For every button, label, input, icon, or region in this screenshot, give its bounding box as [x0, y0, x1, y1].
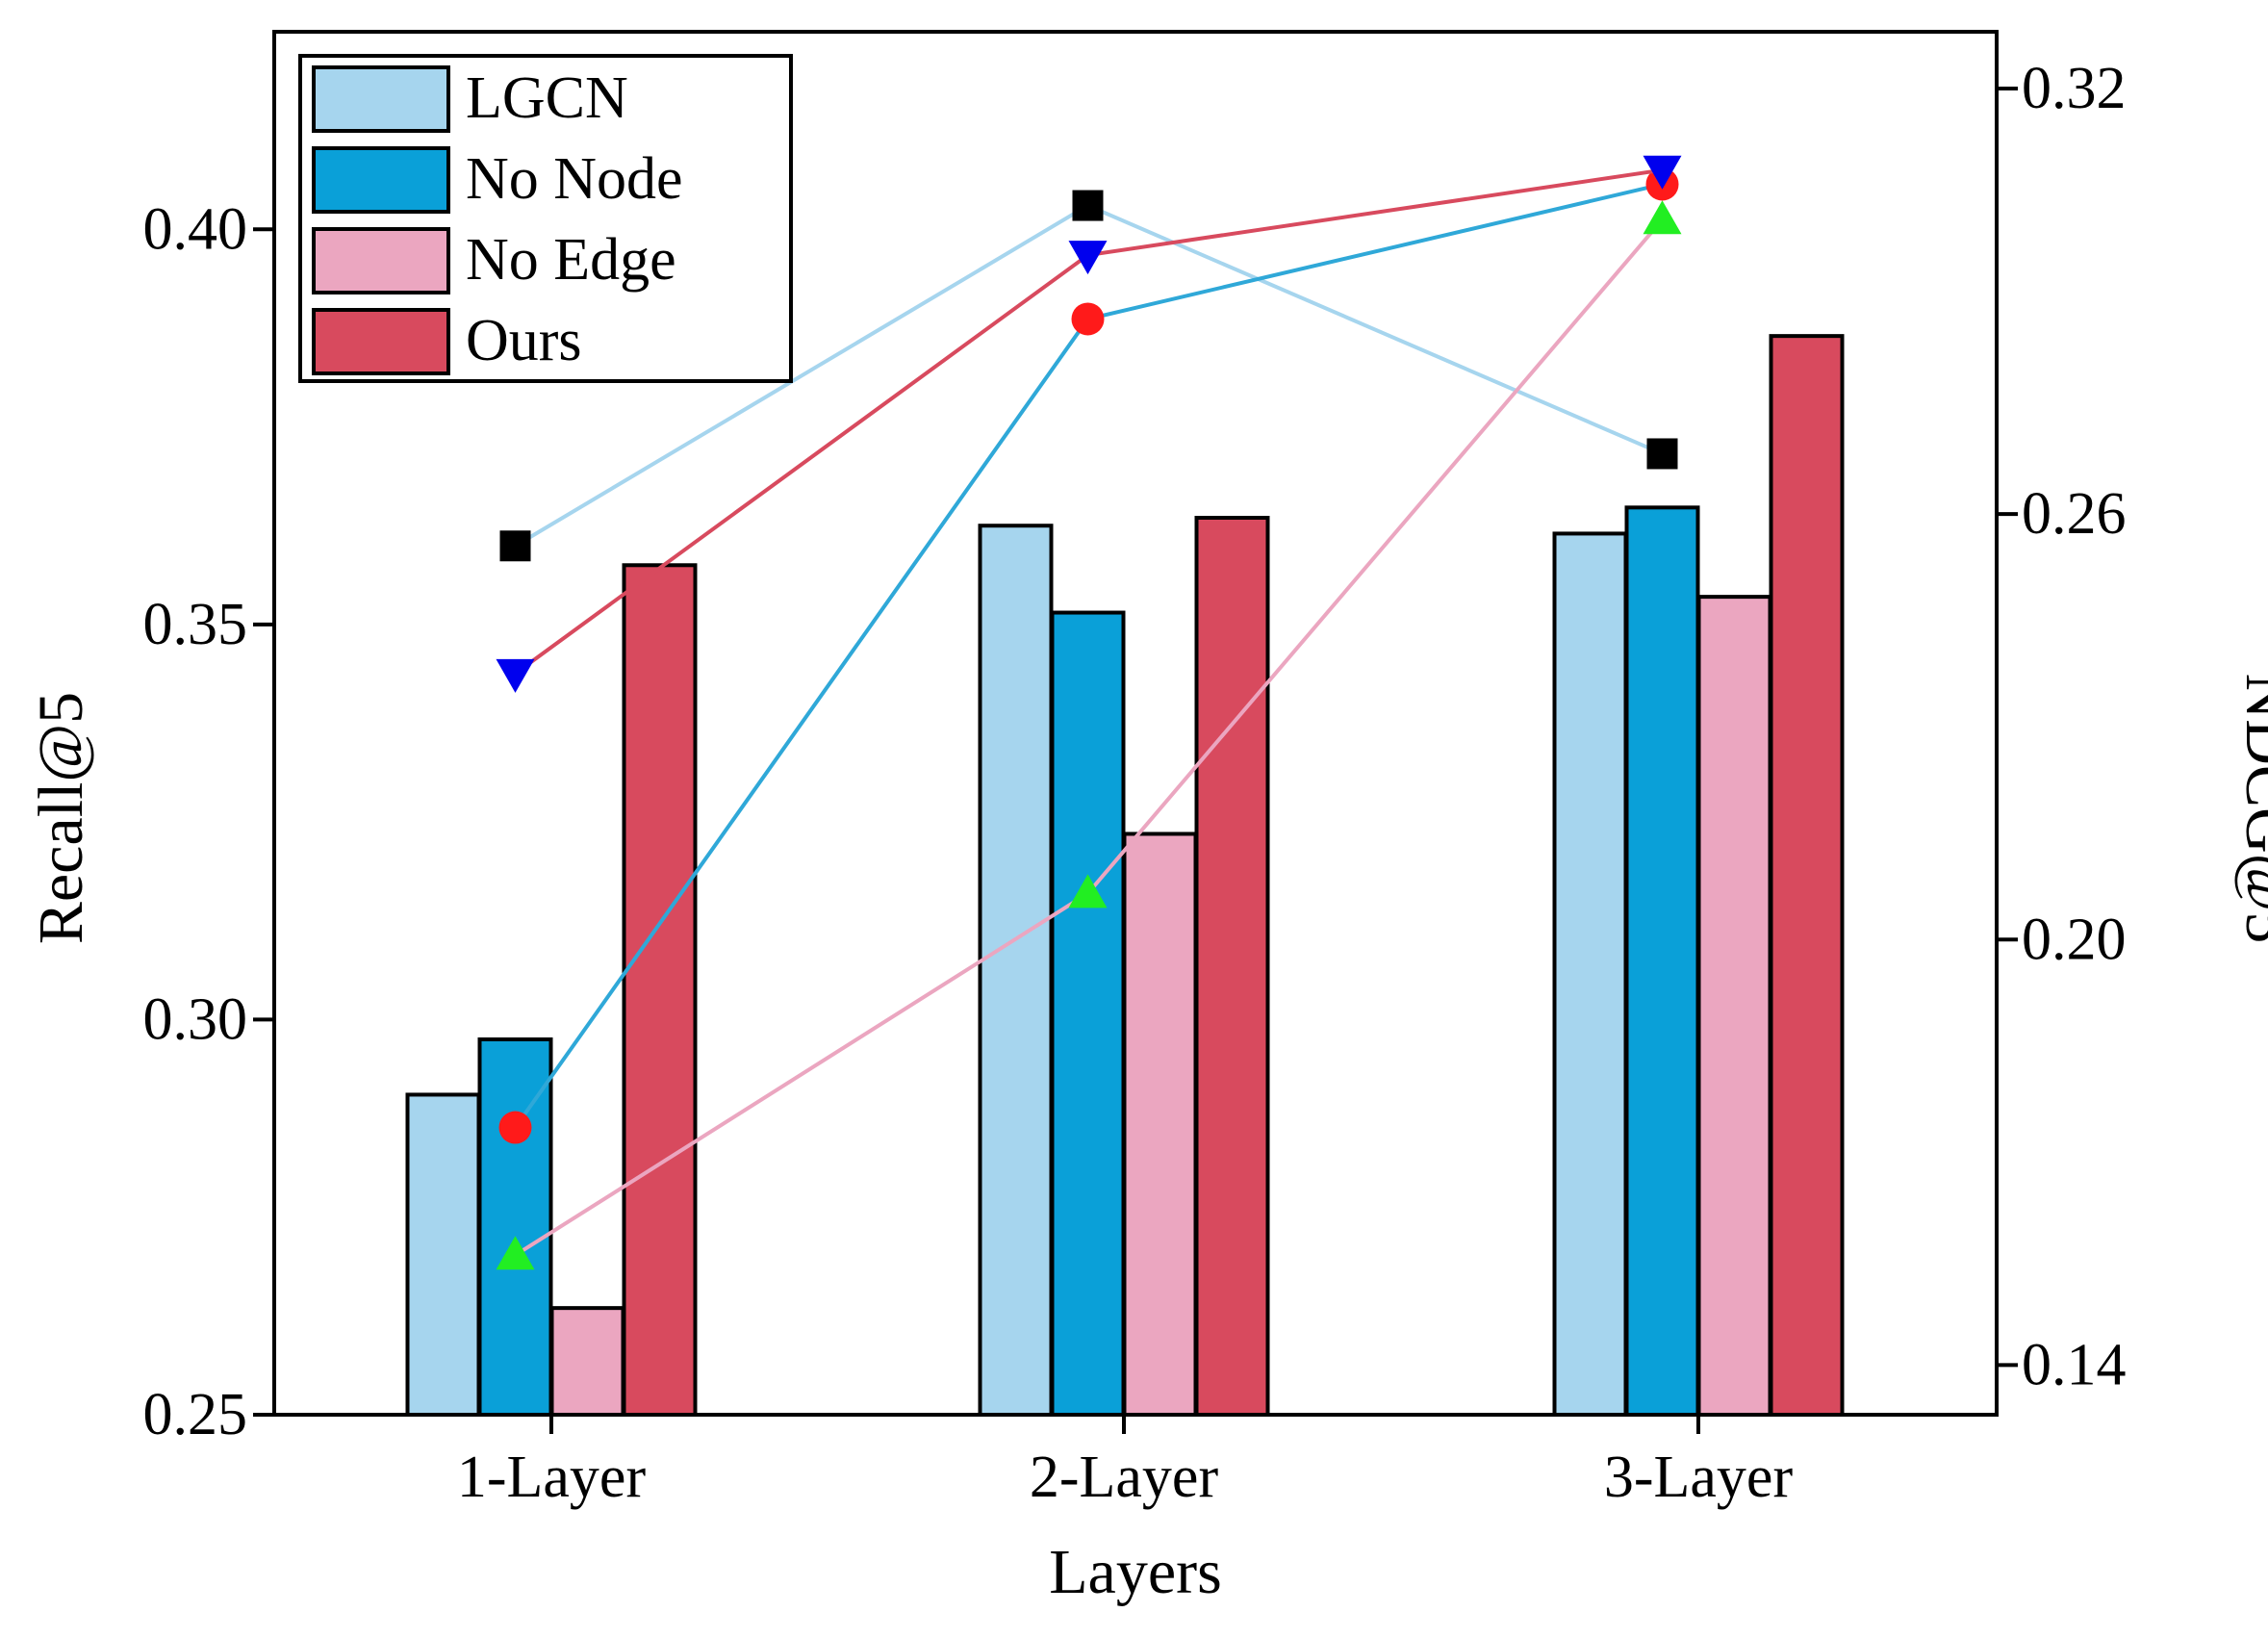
bar-no-edge-3 — [1696, 595, 1772, 1417]
marker-ours-ndcg-5-2 — [1068, 241, 1108, 275]
marker-lgcn-ndcg-5-2 — [1072, 190, 1104, 221]
marker-ours-ndcg-5-1 — [496, 658, 535, 693]
plot-frame — [272, 30, 1999, 1417]
marker-ours-ndcg-5-3 — [1643, 155, 1682, 190]
y-tick-label-4: 0.40 — [143, 196, 248, 262]
y-axis-left: 0.25 0.30 0.35 0.40 — [143, 196, 274, 1447]
marker-no-node-ndcg-5-1 — [498, 1111, 532, 1144]
y-axis-right: 0.14 0.20 0.26 0.32 — [1997, 56, 2127, 1397]
x-axis: 1-Layer 2-Layer 3-Layer — [457, 1415, 1794, 1510]
marker-no-edge-ndcg-5-2 — [1068, 874, 1108, 909]
bar-no-node-2 — [1050, 610, 1126, 1417]
marker-no-edge-ndcg-5-1 — [496, 1236, 535, 1270]
bar-no-edge-1 — [549, 1306, 625, 1418]
x-tick-label-1: 1-Layer — [457, 1445, 647, 1510]
legend: LGCN No Node No Edge Ours — [298, 54, 793, 383]
legend-swatch-ours — [312, 308, 450, 375]
legend-swatch-no-edge — [312, 227, 450, 294]
y-tick-label-3: 0.35 — [143, 592, 248, 657]
y2-axis-title: NDCG@5 — [2232, 674, 2268, 944]
legend-label-no-node: No Node — [466, 146, 683, 212]
marker-no-node-ndcg-5-2 — [1071, 302, 1105, 336]
y-axis-title: Recall@5 — [26, 692, 96, 944]
y2-tick-label-2: 0.20 — [2022, 907, 2127, 972]
marker-no-edge-ndcg-5-3 — [1643, 200, 1682, 235]
bar-ours-1 — [622, 563, 698, 1417]
bar-ours-2 — [1194, 516, 1270, 1417]
bar-no-edge-2 — [1122, 832, 1198, 1417]
bar-lgcn-3 — [1552, 531, 1628, 1417]
bar-no-node-1 — [477, 1037, 553, 1417]
x-axis-title: Layers — [1049, 1537, 1222, 1607]
bars-layer — [405, 334, 1845, 1418]
legend-label-ours: Ours — [466, 308, 582, 373]
lines-layer — [496, 155, 1682, 1270]
bar-lgcn-2 — [978, 524, 1054, 1417]
bar-ours-3 — [1769, 334, 1845, 1417]
legend-swatch-lgcn — [312, 65, 450, 133]
y2-tick-label-3: 0.26 — [2022, 481, 2127, 547]
marker-lgcn-ndcg-5-3 — [1646, 438, 1678, 470]
bar-no-node-3 — [1624, 505, 1700, 1417]
y-tick-label-1: 0.25 — [143, 1382, 248, 1447]
x-tick-label-3: 3-Layer — [1604, 1445, 1794, 1510]
y-tick-label-2: 0.30 — [143, 986, 248, 1052]
legend-swatch-no-node — [312, 146, 450, 214]
bar-lgcn-1 — [405, 1092, 481, 1417]
y2-tick-label-1: 0.14 — [2022, 1332, 2127, 1397]
legend-label-no-edge: No Edge — [466, 227, 676, 293]
x-tick-label-2: 2-Layer — [1030, 1445, 1219, 1510]
marker-lgcn-ndcg-5-1 — [499, 530, 531, 562]
legend-label-lgcn: LGCN — [466, 65, 628, 131]
y2-tick-label-4: 0.32 — [2022, 56, 2127, 121]
